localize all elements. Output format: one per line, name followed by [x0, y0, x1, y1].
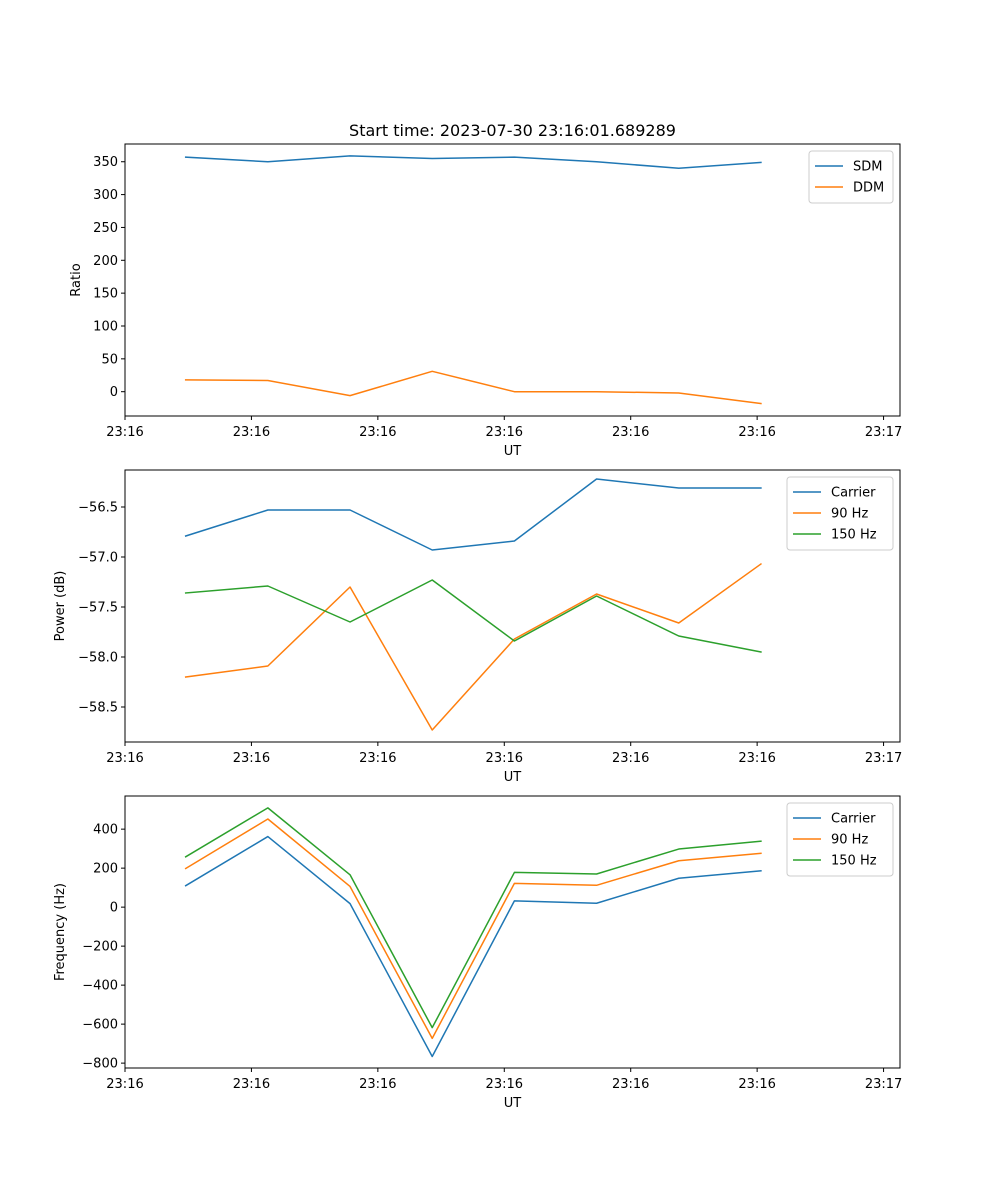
x-tick-label: 23:16: [106, 1077, 143, 1092]
legend-box: [786, 802, 894, 877]
legend: SDM DDM: [808, 150, 894, 204]
y-tick-label: −200: [82, 940, 118, 955]
legend: Carrier 90 Hz 150 Hz: [786, 802, 894, 877]
series-line-150-hz: [184, 579, 762, 653]
series-line-150-hz: [184, 807, 762, 1029]
legend-label: SDM: [853, 160, 882, 175]
legend-label: 90 Hz: [831, 507, 868, 522]
y-tick-label: −57.5: [78, 601, 118, 616]
y-tick-label: 0: [110, 385, 118, 400]
axes-frame: [124, 795, 901, 1069]
series-line-ddm: [184, 370, 762, 405]
y-tick-label: 50: [101, 352, 118, 367]
x-axis-label: UT: [504, 1096, 522, 1111]
x-tick-label: 23:16: [233, 1077, 270, 1092]
y-tick-label: −600: [82, 1018, 118, 1033]
x-axis-label: UT: [504, 770, 522, 785]
x-tick-label: 23:17: [865, 425, 902, 440]
x-tick-label: 23:17: [865, 751, 902, 766]
panel-3: 23:16 23:16 23:16 23:16 23:16 23:16 23:17 −800 −…: [53, 795, 902, 1111]
legend-box: [786, 476, 894, 551]
x-tick-label: 23:16: [233, 751, 270, 766]
y-tick-label: 100: [93, 319, 118, 334]
y-axis-label: Ratio: [69, 263, 84, 296]
legend: Carrier 90 Hz 150 Hz: [786, 476, 894, 551]
legend-label: DDM: [853, 181, 884, 196]
panels: 23:16 23:16 23:16 23:16 23:16 23:16 23:17 0 50 10…: [53, 143, 902, 1111]
y-tick-label: 150: [93, 287, 118, 302]
y-tick-label: 350: [93, 155, 118, 170]
x-tick-label: 23:16: [612, 425, 649, 440]
x-tick-label: 23:16: [359, 425, 396, 440]
y-tick-label: −800: [82, 1057, 118, 1072]
x-tick-label: 23:16: [106, 425, 143, 440]
y-tick-label: 200: [93, 862, 118, 877]
legend-label: Carrier: [831, 486, 876, 501]
series-line-90-hz: [184, 818, 762, 1040]
y-tick-label: −56.5: [78, 501, 118, 516]
x-tick-label: 23:16: [486, 751, 523, 766]
x-tick-label: 23:16: [359, 1077, 396, 1092]
x-tick-label: 23:16: [106, 751, 143, 766]
x-tick-label: 23:16: [359, 751, 396, 766]
x-tick-label: 23:16: [233, 425, 270, 440]
y-tick-label: 250: [93, 221, 118, 236]
series-line-carrier: [184, 835, 762, 1058]
x-tick-label: 23:16: [612, 1077, 649, 1092]
series-line-sdm: [184, 155, 762, 170]
x-tick-label: 23:16: [486, 425, 523, 440]
x-tick-label: 23:17: [865, 1077, 902, 1092]
panel-2: 23:16 23:16 23:16 23:16 23:16 23:16 23:17 −58.5…: [53, 469, 902, 785]
y-tick-label: 400: [93, 823, 118, 838]
x-tick-label: 23:16: [486, 1077, 523, 1092]
legend-label: 150 Hz: [831, 854, 877, 869]
legend-box: [808, 150, 894, 204]
y-tick-label: −57.0: [78, 551, 118, 566]
axes-frame: [124, 469, 901, 743]
figure-title: Start time: 2023-07-30 23:16:01.689289: [349, 121, 676, 140]
legend-label: 150 Hz: [831, 528, 877, 543]
y-tick-label: −400: [82, 979, 118, 994]
y-tick-label: 0: [110, 901, 118, 916]
x-tick-label: 23:16: [738, 1077, 775, 1092]
x-axis-label: UT: [504, 444, 522, 459]
y-tick-label: −58.5: [78, 701, 118, 716]
panel-1: 23:16 23:16 23:16 23:16 23:16 23:16 23:17 0 50 10…: [69, 143, 902, 459]
series-line-carrier: [184, 478, 762, 551]
legend-label: Carrier: [831, 812, 876, 827]
y-tick-label: 200: [93, 254, 118, 269]
x-tick-label: 23:16: [612, 751, 649, 766]
y-axis-label: Power (dB): [53, 571, 68, 642]
x-tick-label: 23:16: [738, 751, 775, 766]
x-tick-label: 23:16: [738, 425, 775, 440]
series-line-90-hz: [184, 562, 762, 731]
axes-frame: [124, 143, 901, 417]
y-tick-label: −58.0: [78, 651, 118, 666]
y-axis-label: Frequency (Hz): [53, 883, 68, 981]
legend-label: 90 Hz: [831, 833, 868, 848]
y-tick-label: 300: [93, 188, 118, 203]
